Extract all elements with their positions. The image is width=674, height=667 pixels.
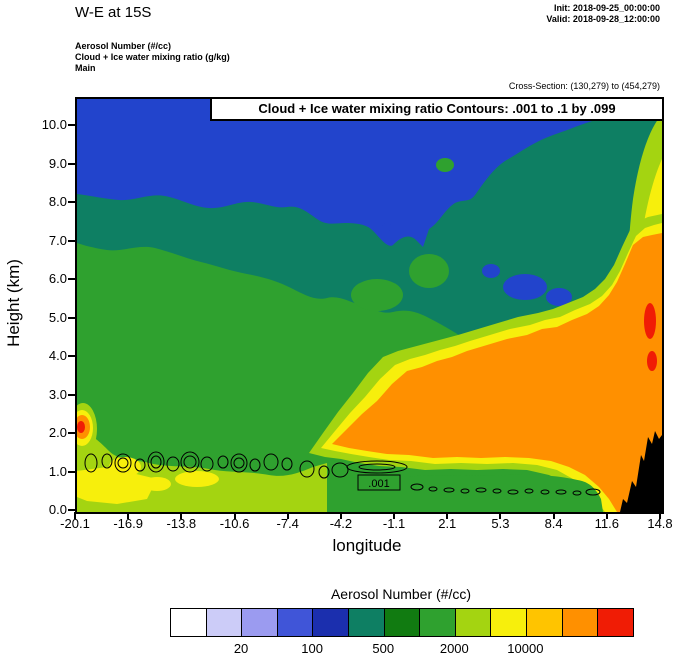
- x-tick-label: -16.9: [113, 516, 143, 531]
- y-tick-label: 3.0: [48, 386, 67, 402]
- x-axis-title: longitude: [332, 536, 402, 555]
- x-tick-label: -1.1: [382, 516, 406, 531]
- y-axis-title: Height (km): [4, 259, 23, 347]
- region-west-edge-plume: [77, 403, 97, 455]
- y-tick-label: 0.0: [48, 502, 67, 517]
- colorbar-cell: [313, 609, 350, 636]
- valid-time: Valid: 2018-09-28_12:00:00: [546, 14, 660, 24]
- colorbar-title: Aerosol Number (#/cc): [330, 586, 472, 602]
- colorbar-cell: [242, 609, 278, 636]
- colorbar-cell: [384, 609, 421, 636]
- region-orange-plume: [332, 233, 662, 512]
- colorbar-labels: 20 100 500 2000 10000: [170, 641, 632, 657]
- contour-field-label: Cloud + Ice water mixing ratio (g/kg): [75, 52, 230, 62]
- contour-label-box: [357, 474, 401, 491]
- y-tick-label: 8.0: [48, 194, 67, 209]
- region-red-cores: [644, 303, 657, 371]
- x-tick-label: -10.6: [219, 516, 250, 531]
- colorbar-cell: [491, 609, 528, 636]
- colorbar-cell: [171, 609, 207, 636]
- y-tick-label: 4.0: [48, 348, 67, 363]
- cloud-contour-lines: [84, 451, 601, 496]
- colorbar-cell: [420, 609, 456, 636]
- x-tick-label: 5.3: [491, 516, 510, 531]
- init-time: Init: 2018-09-25_00:00:00: [553, 3, 660, 13]
- x-tick-label: -4.2: [329, 516, 353, 531]
- contour-title-box: Cloud + Ice water mixing ratio Contours:…: [210, 99, 662, 121]
- contour-title: Cloud + Ice water mixing ratio Contours:…: [258, 101, 616, 116]
- contour-value-label: .001: [368, 478, 389, 490]
- colorbar-cell: [455, 609, 492, 636]
- fill-field-label: Aerosol Number (#/cc): [75, 41, 172, 51]
- figure-title: W-E at 15S: [75, 4, 152, 21]
- x-tick-label: 2.1: [438, 516, 457, 531]
- colorbar-cell: [527, 609, 563, 636]
- y-tick-label: 5.0: [48, 309, 67, 325]
- colorbar-label: 10000: [507, 641, 544, 656]
- colorbar-label: 100: [301, 641, 323, 656]
- y-tick-label: 7.0: [48, 232, 67, 248]
- x-tick-label: 14.8: [647, 516, 673, 531]
- region-blue-pockets: [382, 223, 572, 306]
- region-blue-upper: [77, 99, 622, 247]
- colorbar-label: 20: [233, 641, 249, 656]
- y-tick-label: 6.0: [48, 271, 67, 286]
- colorbar-cell: [562, 609, 599, 636]
- aerosol-field-svg: .001: [77, 99, 662, 512]
- x-tick-label: 11.6: [594, 516, 619, 531]
- colorbar-cell: [277, 609, 314, 636]
- y-tick-label: 10.0: [41, 117, 67, 132]
- grid-label: Main: [75, 63, 96, 73]
- y-tick-label: 1.0: [48, 463, 67, 479]
- colorbar-cell: [349, 609, 385, 636]
- colorbar-label: 2000: [439, 641, 469, 656]
- y-tick-label: 9.0: [48, 155, 67, 171]
- x-tick-label: -7.4: [276, 516, 299, 531]
- y-tick-label: 2.0: [48, 425, 67, 440]
- terrain-mountain: [620, 431, 662, 512]
- x-tick-label: -20.1: [60, 516, 90, 531]
- colorbar: [170, 608, 634, 637]
- cross-section-label: Cross-Section: (130,279) to (454,279): [508, 81, 660, 91]
- x-tick-label: -13.8: [166, 516, 197, 531]
- colorbar-label: 500: [372, 641, 395, 656]
- colorbar-cell: [206, 609, 243, 636]
- x-tick-label: 8.4: [544, 516, 563, 531]
- region-yellow-west-patches: [77, 457, 219, 504]
- region-green-intrusions: [351, 158, 454, 311]
- plot-area: .001 Cloud + Ice water mixing ratio Cont…: [75, 97, 664, 514]
- colorbar-cell: [598, 609, 633, 636]
